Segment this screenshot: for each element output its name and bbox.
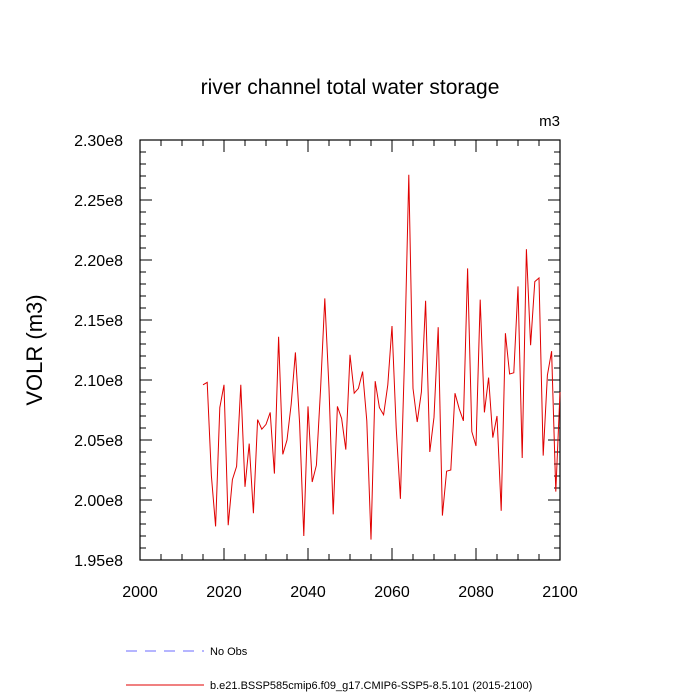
minor-ticks bbox=[140, 140, 560, 560]
x-tick-label: 2080 bbox=[458, 584, 494, 601]
y-tick-label: 2.00e8 bbox=[74, 493, 123, 510]
y-tick-label: 2.20e8 bbox=[74, 253, 123, 270]
y-axis-label: VOLR (m3) bbox=[22, 294, 47, 405]
major-ticks bbox=[139, 139, 561, 561]
series-line bbox=[202, 174, 561, 540]
legend-label-model: b.e21.BSSP585cmip6.f09_g17.CMIP6-SSP5-8.… bbox=[210, 680, 532, 692]
y-tick-labels: 1.95e8 2.00e8 2.05e8 2.10e8 2.15e8 2.20e8 2.25… bbox=[74, 133, 123, 570]
y-tick-label: 2.25e8 bbox=[74, 193, 123, 210]
y-tick-label: 2.05e8 bbox=[74, 433, 123, 450]
plot-frame bbox=[139, 139, 561, 561]
y-tick-label: 1.95e8 bbox=[74, 553, 123, 570]
x-tick-label: 2100 bbox=[542, 584, 578, 601]
legend: No Obs b.e21.BSSP585cmip6.f09_g17.CMIP6-… bbox=[126, 646, 532, 692]
legend-label-no-obs: No Obs bbox=[210, 646, 248, 658]
x-tick-label: 2000 bbox=[122, 584, 158, 601]
x-tick-label: 2060 bbox=[374, 584, 410, 601]
y-tick-label: 2.30e8 bbox=[74, 133, 123, 150]
x-tick-labels: 2000 2020 2040 2060 2080 2100 bbox=[122, 584, 578, 601]
y-tick-label: 2.10e8 bbox=[74, 373, 123, 390]
units-label: m3 bbox=[539, 113, 560, 130]
y-tick-label: 2.15e8 bbox=[74, 313, 123, 330]
x-tick-label: 2020 bbox=[206, 584, 242, 601]
x-tick-label: 2040 bbox=[290, 584, 326, 601]
chart-title: river channel total water storage bbox=[201, 76, 500, 99]
